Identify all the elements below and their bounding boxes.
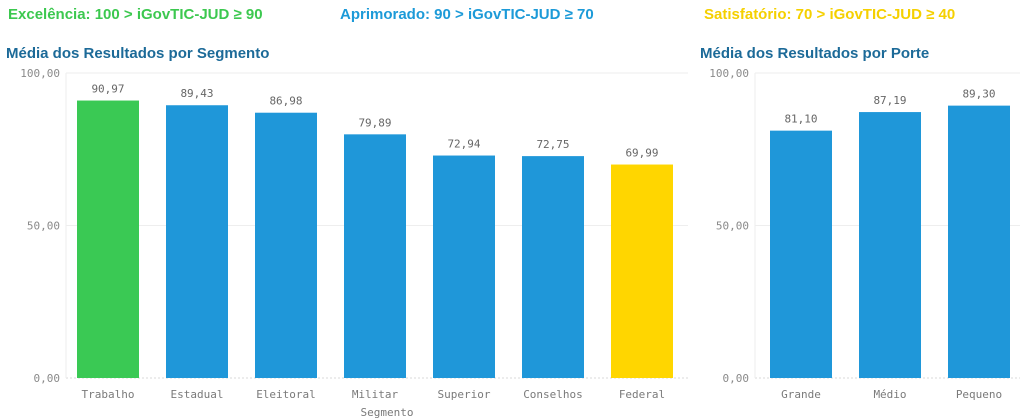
- data-label: 87,19: [873, 94, 906, 107]
- data-label: 81,10: [784, 113, 817, 126]
- x-tick-label: Pequeno: [956, 388, 1002, 401]
- data-label: 72,75: [536, 138, 569, 151]
- x-tick-label: Médio: [873, 388, 906, 401]
- y-tick-label: 100,00: [20, 67, 60, 80]
- x-tick-label: Militar: [352, 388, 399, 401]
- data-label: 86,98: [269, 95, 302, 108]
- x-axis-title: Segmento: [361, 406, 414, 418]
- x-tick-label: Federal: [619, 388, 665, 401]
- x-tick-label: Estadual: [171, 388, 224, 401]
- bar-militar: [344, 134, 406, 378]
- data-label: 89,30: [962, 88, 995, 101]
- x-tick-label: Eleitoral: [256, 388, 316, 401]
- legend-excelencia: Excelência: 100 > iGovTIC-JUD ≥ 90: [8, 6, 263, 23]
- y-tick-label: 0,00: [723, 372, 750, 385]
- data-label: 72,94: [447, 138, 480, 151]
- data-label: 89,43: [180, 87, 213, 100]
- x-tick-label: Conselhos: [523, 388, 583, 401]
- bar-federal: [611, 164, 673, 378]
- bar-conselhos: [522, 156, 584, 378]
- y-tick-label: 100,00: [709, 67, 749, 80]
- bar-superior: [433, 155, 495, 378]
- bar-eleitoral: [255, 112, 317, 378]
- legend-satisfatorio: Satisfatório: 70 > iGovTIC-JUD ≥ 40: [704, 6, 956, 23]
- legend-aprimorado: Aprimorado: 90 > iGovTIC-JUD ≥ 70: [340, 6, 594, 23]
- data-label: 69,99: [625, 147, 658, 160]
- y-tick-label: 0,00: [34, 372, 61, 385]
- bar-grande: [770, 130, 832, 378]
- data-label: 90,97: [91, 83, 124, 96]
- x-tick-label: Grande: [781, 388, 821, 401]
- bar-estadual: [166, 105, 228, 379]
- x-tick-label: Superior: [438, 388, 491, 401]
- bar-trabalho: [77, 100, 139, 378]
- chart-title-segmento: Média dos Resultados por Segmento: [6, 45, 270, 62]
- bar-pequeno: [948, 105, 1010, 378]
- y-tick-label: 50,00: [716, 220, 749, 233]
- data-label: 79,89: [358, 116, 391, 129]
- x-tick-label: Trabalho: [82, 388, 135, 401]
- y-tick-label: 50,00: [27, 220, 60, 233]
- bar-médio: [859, 112, 921, 379]
- chart-title-porte: Média dos Resultados por Porte: [700, 45, 930, 62]
